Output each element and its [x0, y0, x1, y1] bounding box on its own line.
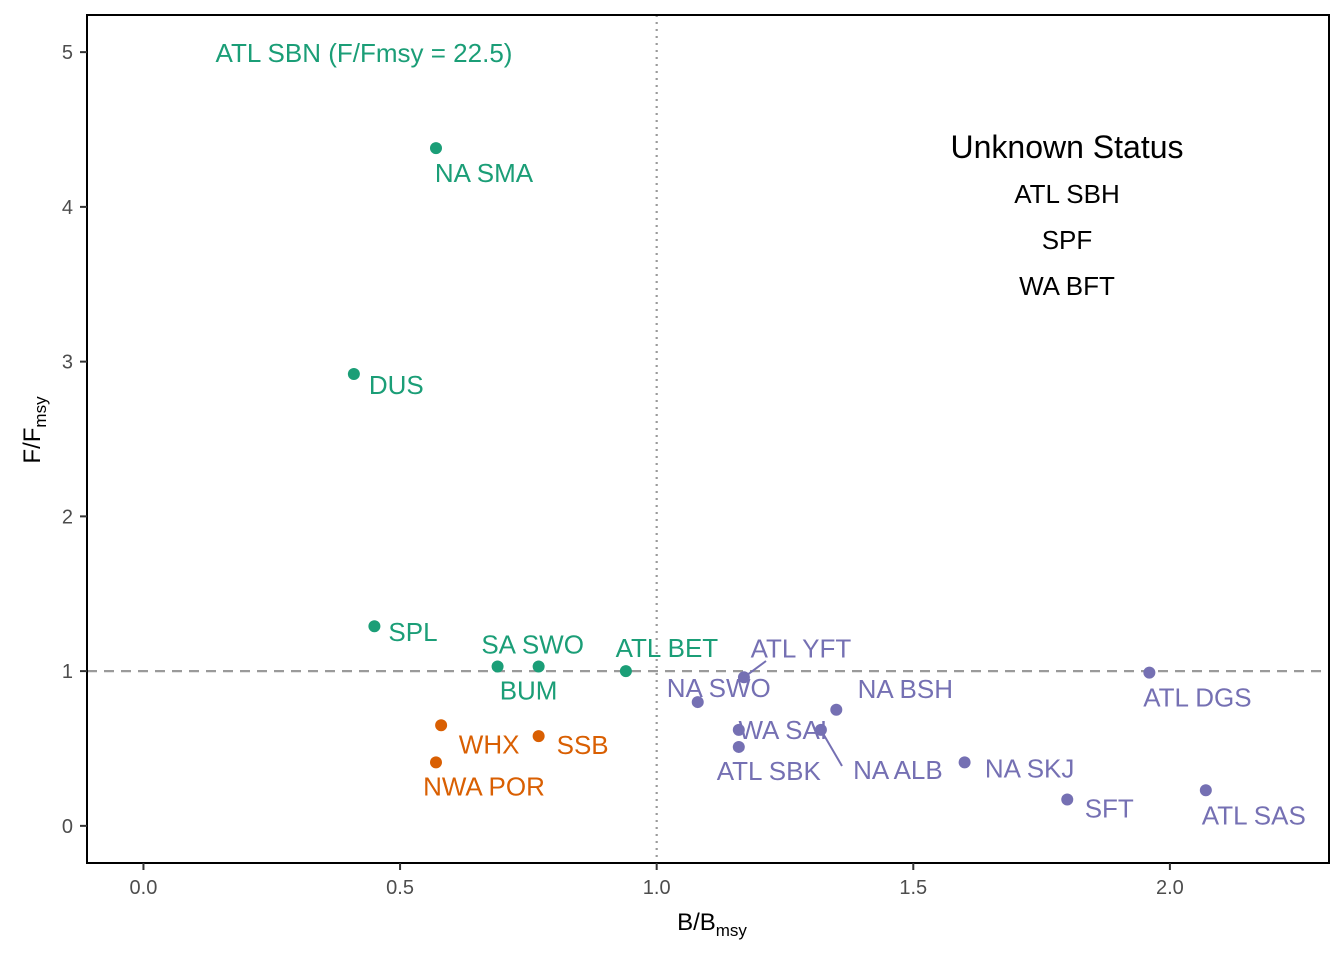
data-point [429, 756, 442, 769]
x-tick-label: 0.5 [386, 877, 414, 899]
x-tick-label: 1.0 [643, 877, 671, 899]
data-point [1061, 793, 1074, 806]
data-point [429, 142, 442, 155]
point-label: NA BSH [858, 674, 953, 704]
point-label: ATL BET [616, 633, 719, 663]
y-tick-label: 3 [62, 352, 73, 374]
point-label: SPL [388, 617, 437, 647]
x-tick-label: 1.5 [899, 877, 927, 899]
data-point [814, 723, 827, 736]
y-axis-title: F/Fmsy [19, 396, 50, 464]
point-label: NA ALB [853, 755, 943, 785]
data-point [732, 740, 745, 753]
plot-background [87, 15, 1329, 863]
data-point [958, 756, 971, 769]
data-point [532, 730, 545, 743]
y-axis: 0 1 2 3 4 5 [62, 42, 87, 838]
y-axis-title-subscript: msy [31, 396, 50, 428]
unknown-status-item: SPF [1042, 225, 1093, 255]
data-point [532, 660, 545, 673]
unknown-status-box: Unknown Status ATL SBH SPF WA BFT [950, 129, 1183, 301]
point-label: SA SWO [481, 629, 584, 659]
point-label: DUS [369, 370, 424, 400]
point-label: NWA POR [423, 771, 545, 801]
data-points [347, 142, 1212, 806]
point-labels: NA SMA DUS SPL SA SWO BUM ATL BET WHX SSB NWA PO… [369, 158, 1306, 830]
data-point [347, 368, 360, 381]
point-label: NA SWO [667, 673, 771, 703]
data-point [737, 671, 750, 684]
data-point [1143, 666, 1156, 679]
leader-line [820, 729, 843, 767]
point-label: ATL SBK [717, 756, 822, 786]
data-point [619, 665, 632, 678]
point-label: ATL DGS [1143, 683, 1251, 713]
unknown-status-item: ATL SBH [1014, 179, 1119, 209]
x-axis-title-subscript: msy [716, 921, 748, 940]
x-tick-label: 2.0 [1156, 877, 1184, 899]
point-label: ATL SAS [1202, 800, 1306, 830]
data-point [1199, 784, 1212, 797]
point-label: WA SAI [738, 715, 827, 745]
x-tick-label: 0.0 [130, 877, 158, 899]
y-tick-label: 2 [62, 506, 73, 528]
reference-lines [87, 15, 1329, 863]
data-point [732, 723, 745, 736]
y-axis-title-main: F/F [19, 428, 46, 464]
unknown-status-item: WA BFT [1019, 271, 1115, 301]
data-point [368, 620, 381, 633]
data-point [830, 703, 843, 716]
point-label: BUM [500, 675, 558, 705]
offscale-annotation: ATL SBN (F/Fmsy = 22.5) [216, 38, 513, 68]
point-label: ATL YFT [751, 633, 852, 663]
unknown-status-title: Unknown Status [950, 129, 1183, 165]
data-point [691, 696, 704, 709]
x-axis-title-main: B/B [677, 909, 716, 936]
y-tick-label: 4 [62, 197, 73, 219]
point-label: NA SMA [435, 158, 534, 188]
y-tick-label: 1 [62, 661, 73, 683]
x-axis: 0.0 0.5 1.0 1.5 2.0 [130, 863, 1184, 899]
y-tick-label: 0 [62, 816, 73, 838]
data-point [491, 660, 504, 673]
data-point [435, 719, 448, 732]
point-label: SSB [557, 730, 609, 760]
y-tick-label: 5 [62, 42, 73, 64]
point-label: NA SKJ [985, 753, 1075, 783]
point-label: SFT [1085, 794, 1134, 824]
x-axis-title: B/Bmsy [677, 909, 747, 940]
point-label: WHX [459, 729, 520, 759]
plot-panel-border [86, 14, 1330, 864]
